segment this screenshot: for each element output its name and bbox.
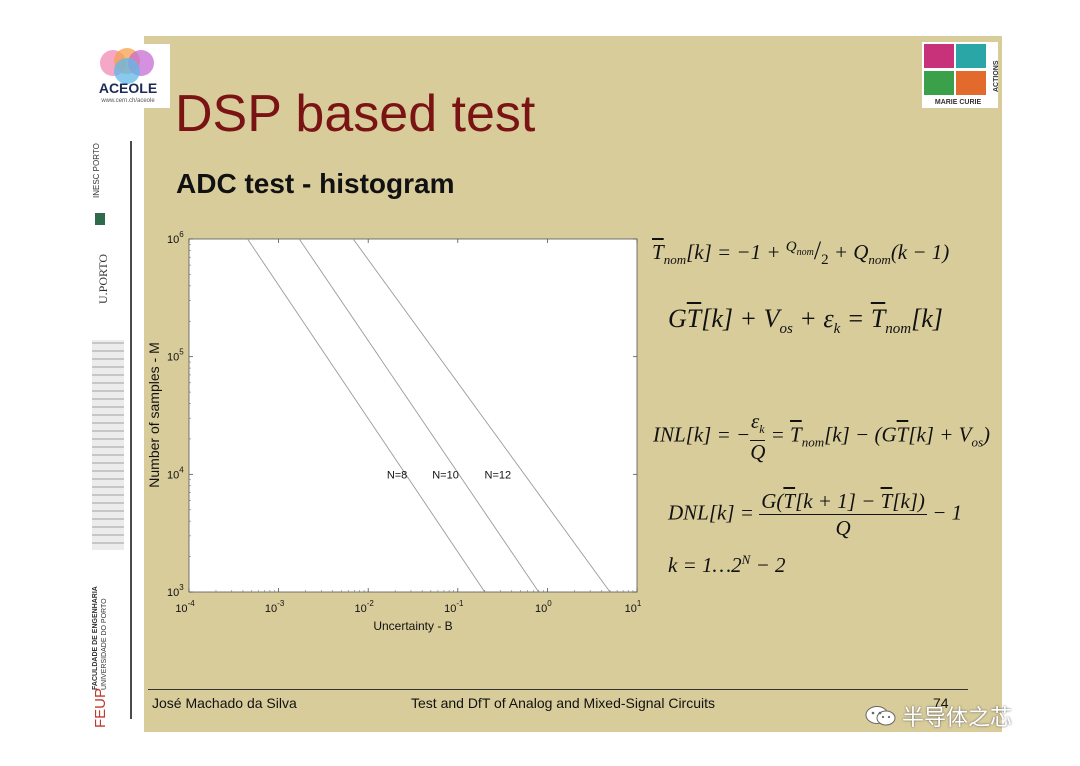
x-tick-label: 10-2 [355, 599, 375, 615]
eq-part: Qnom [785, 239, 814, 258]
eq-part: 2 [821, 252, 829, 269]
y-tick-label: 103 [167, 583, 184, 599]
aceole-logo: ACEOLE www.cern.ch/aceole [86, 44, 170, 108]
slide-subtitle: ADC test - histogram [176, 168, 455, 199]
x-tick-label: 10-4 [175, 599, 195, 615]
feup-logo: FEUP [92, 687, 109, 728]
uporto-label: U.PORTO [96, 253, 110, 304]
footer-page-number: 74 [933, 695, 949, 711]
eq-part: os [779, 321, 793, 338]
badge-bottom-text: MARIE CURIE [934, 99, 982, 106]
logo-circle-blue [114, 58, 140, 84]
y-tick-label: 104 [167, 465, 184, 481]
x-tick-label: 101 [625, 599, 642, 615]
eq-part: k [833, 321, 841, 338]
eq-part: nom [801, 434, 825, 450]
eq-part: G(T[k + 1] − T[k]) [759, 489, 927, 515]
eq-part: T [880, 489, 893, 513]
wechat-icon [865, 706, 896, 726]
eq-part: εk Q [750, 410, 766, 465]
eq-part: nom [885, 321, 912, 338]
footer-course: Test and DfT of Analog and Mixed-Signal … [411, 695, 716, 711]
eq-part: T [790, 422, 802, 447]
logo-url: www.cern.ch/aceole [101, 98, 155, 104]
equation-gain: GT[k] + Vos + εk = Tnom[k] [668, 304, 943, 338]
series-label: N=10 [432, 469, 459, 481]
eq-part: nom [796, 247, 814, 258]
series-line-n8 [247, 238, 486, 593]
badge-side-text: ACTIONS [993, 60, 1000, 93]
series-label: N=8 [387, 469, 408, 481]
eq-part: k [759, 422, 765, 437]
x-tick-label: 10-1 [444, 599, 464, 615]
eq-part: T [783, 489, 796, 513]
y-axis-label: Number of samples - M [146, 342, 162, 487]
series-label: N=12 [485, 469, 512, 481]
eq-part: / [813, 236, 822, 265]
logo-text: ACEOLE [98, 80, 158, 96]
x-tick-label: 100 [535, 599, 552, 615]
inesc-label: INESC PORTO [92, 143, 101, 198]
eq-part: nom [868, 252, 891, 268]
equation-k-range: k = 1…2N − 2 [668, 552, 786, 577]
x-tick-label: 10-3 [265, 599, 285, 615]
eq-part: N [741, 552, 751, 567]
eq-part: nom [663, 252, 687, 268]
feup-line1: FACULDADE DE ENGENHARIA [92, 586, 99, 690]
badge-quadrant [924, 71, 954, 95]
badge-quadrant [956, 71, 986, 95]
marie-curie-badge: MARIE CURIE ACTIONS [922, 42, 1000, 108]
eq-part: os [971, 434, 984, 450]
feup-line2: UNIVERSIDADE DO PORTO [101, 598, 108, 690]
equation-inl: INL[k] = − εk Q = Tnom[k] − (GT[k] + Vos) [653, 409, 991, 465]
equation-dnl: DNL[k] = G(T[k + 1] − T[k]) Q − 1 [668, 488, 963, 541]
eq-part: T [686, 304, 702, 333]
y-tick-label: 106 [167, 230, 184, 246]
eq-part: Q [835, 516, 851, 540]
badge-quadrant [956, 44, 986, 68]
footer-author: José Machado da Silva [152, 695, 297, 711]
footer-rule [148, 689, 968, 690]
plot-area [188, 238, 638, 593]
eq-part: Q [750, 440, 766, 465]
equation-tnom: Tnom[k] = −1 + Qnom/2 + Qnom(k − 1) [652, 236, 950, 269]
eq-part: T [870, 304, 886, 333]
series-line-n10 [298, 238, 540, 593]
badge-quadrant [924, 44, 954, 68]
y-tick-label: 105 [167, 348, 184, 364]
series-line-n12 [352, 238, 611, 593]
building-image [92, 340, 124, 550]
inesc-mark [95, 213, 105, 225]
eq-part: T [896, 422, 909, 447]
eq-part: T [652, 240, 664, 264]
samples-vs-uncertainty-chart: N=8 N=10 N=12 10-4 10-3 10-2 10-1 100 101 103 10… [146, 230, 642, 633]
eq-part: G(T[k + 1] − T[k]) Q [759, 488, 927, 541]
x-axis-label: Uncertainty - B [373, 619, 452, 633]
watermark-text: 半导体之芯 [902, 706, 1013, 731]
sidebar-divider [130, 141, 132, 719]
slide-title: DSP based test [175, 85, 536, 143]
eq-part: εk [750, 410, 766, 442]
